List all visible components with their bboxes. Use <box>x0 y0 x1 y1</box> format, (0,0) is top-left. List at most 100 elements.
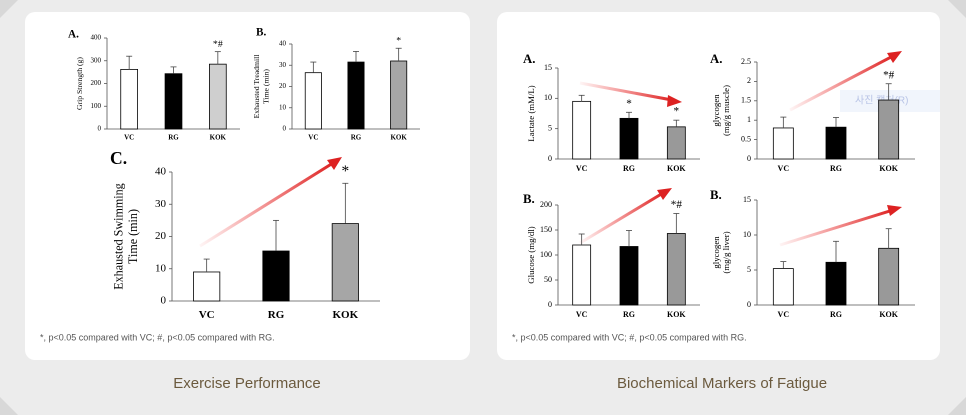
y-tick-label: 2.5 <box>741 57 751 66</box>
x-tick-label: RG <box>830 310 842 319</box>
significance-mark: * <box>626 98 632 110</box>
arrow <box>199 161 334 248</box>
bar <box>164 73 183 130</box>
corner <box>948 397 966 415</box>
arrow <box>779 208 894 247</box>
panel-caption: Biochemical Markers of Fatigue <box>617 375 827 392</box>
y-tick-label: 20 <box>279 82 287 90</box>
bar <box>619 117 639 160</box>
x-tick-label: VC <box>124 134 134 142</box>
bar <box>193 271 221 302</box>
x-tick-label: RG <box>623 310 635 319</box>
y-tick-label: 0.5 <box>741 134 751 143</box>
arrow <box>789 54 894 112</box>
y-tick-label: 30 <box>155 198 167 210</box>
bar <box>572 244 592 306</box>
bar <box>262 250 290 302</box>
bar <box>347 61 365 130</box>
bar <box>304 72 322 130</box>
arrowhead <box>327 157 342 170</box>
bar <box>666 126 686 160</box>
x-tick-label: RG <box>268 309 285 321</box>
arrowhead <box>887 51 902 63</box>
bar <box>619 246 639 306</box>
x-tick-label: RG <box>623 164 635 173</box>
bar <box>825 261 847 306</box>
y-tick-label: 0 <box>161 295 167 307</box>
y-tick-label: 10 <box>155 262 167 274</box>
y-tick-label: 0 <box>747 154 751 163</box>
y-axis-label: Time (min) <box>126 209 140 264</box>
bar <box>878 247 900 306</box>
y-tick-label: 0 <box>283 125 287 133</box>
x-tick-label: VC <box>576 310 588 319</box>
bar <box>120 68 138 130</box>
y-tick-label: 100 <box>91 102 102 110</box>
x-tick-label: VC <box>778 164 790 173</box>
x-tick-label: KOK <box>879 164 898 173</box>
y-tick-label: 2 <box>747 76 751 85</box>
y-axis-label: Exhausted Swimming <box>112 183 126 290</box>
significance-mark: * <box>396 36 401 47</box>
corner <box>0 0 18 18</box>
y-tick-label: 0 <box>548 154 552 163</box>
significance-mark: * <box>341 163 349 180</box>
panel-label: B. <box>256 27 266 39</box>
y-tick-label: 1.5 <box>741 96 751 105</box>
y-axis-label: Grip Strength (g) <box>75 57 84 110</box>
x-tick-label: KOK <box>390 134 407 142</box>
x-tick-label: RG <box>168 134 179 142</box>
y-axis-label: (mg/g liver) <box>721 231 731 273</box>
bar <box>390 60 408 130</box>
x-tick-label: VC <box>308 134 318 142</box>
y-axis-label: Time (min) <box>261 69 270 104</box>
bar <box>878 99 900 160</box>
y-axis-label: glycogen <box>711 236 721 269</box>
arrow <box>579 191 664 245</box>
y-tick-label: 10 <box>279 103 287 111</box>
y-tick-label: 300 <box>91 56 102 64</box>
corner <box>0 397 18 415</box>
x-tick-label: KOK <box>667 164 686 173</box>
panel-label: A. <box>710 52 722 66</box>
arrowhead <box>657 188 672 200</box>
footnote: *, p<0.05 compared with VC; #, p<0.05 co… <box>512 332 747 342</box>
y-tick-label: 50 <box>544 275 552 284</box>
x-tick-label: KOK <box>879 310 898 319</box>
y-tick-label: 30 <box>279 61 287 69</box>
y-tick-label: 200 <box>540 200 552 209</box>
x-tick-label: KOK <box>332 309 358 321</box>
y-tick-label: 200 <box>91 79 102 87</box>
panel-caption: Exercise Performance <box>173 375 321 392</box>
bar <box>331 223 359 302</box>
y-tick-label: 20 <box>155 230 167 242</box>
panel-label: B. <box>523 192 535 206</box>
y-tick-label: 40 <box>155 166 167 178</box>
arrowhead <box>667 95 682 107</box>
trend-arrows <box>199 51 902 248</box>
bar <box>666 233 686 306</box>
y-tick-label: 40 <box>279 40 287 48</box>
x-tick-label: VC <box>778 310 790 319</box>
y-tick-label: 100 <box>540 250 552 259</box>
x-tick-label: VC <box>576 164 588 173</box>
significance-mark: *# <box>883 69 895 81</box>
x-tick-label: VC <box>199 309 215 321</box>
y-axis-label: Exhausted Treadmill <box>252 55 261 119</box>
y-tick-label: 0 <box>98 125 102 133</box>
y-tick-label: 5 <box>747 265 751 274</box>
y-tick-label: 15 <box>743 195 751 204</box>
y-tick-label: 1 <box>747 115 751 124</box>
y-axis-label: Glucose (mg/dl) <box>526 226 536 283</box>
bar <box>572 100 592 160</box>
y-axis-label: (mg/g muscle) <box>721 85 731 136</box>
y-tick-label: 10 <box>743 230 751 239</box>
y-tick-label: 5 <box>548 123 552 132</box>
panel-label: C. <box>110 148 127 168</box>
bar <box>772 127 794 160</box>
y-axis-label: glycogen <box>711 94 721 127</box>
panel-label: A. <box>68 29 79 41</box>
y-tick-label: 0 <box>548 300 552 309</box>
